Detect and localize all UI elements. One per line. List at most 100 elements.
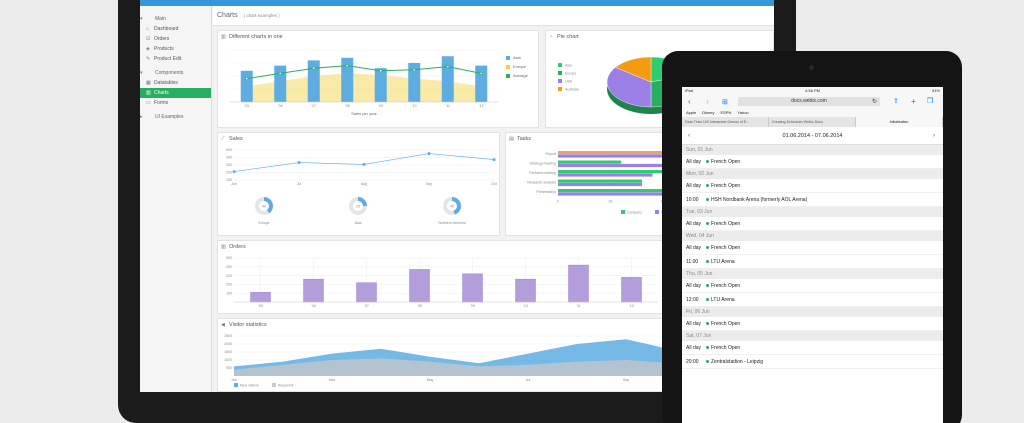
sidebar-item-charts[interactable]: ▥ Charts — [140, 88, 211, 98]
battery: 91% — [931, 88, 940, 93]
chart-icon: ▥ — [146, 90, 151, 96]
event-dot-icon — [706, 260, 709, 264]
panel-title-text: Pie chart — [557, 34, 579, 40]
x-tick-label: '12 — [629, 304, 634, 308]
event-row[interactable]: 12:00 LTU Arena — [682, 293, 943, 307]
event-time: 11:00 — [686, 259, 699, 265]
sidebar-item-label: UI Examples — [155, 114, 184, 120]
chevron-right-icon: ▸ — [140, 114, 143, 120]
x-axis-label: Sales per year — [351, 111, 377, 116]
event-time: 12:00 — [686, 297, 699, 303]
browser-toolbar: ‹ › ⊞ docs.webix.com ↻ ⇪ + ❐ — [682, 95, 943, 109]
favorite-link[interactable]: Disney — [702, 110, 715, 115]
y-tick-label: Report — [545, 152, 556, 156]
event-row[interactable]: 11:00 LTU Arena — [682, 255, 943, 269]
bar-chart-icon: ▥ — [221, 244, 226, 250]
event-row[interactable]: All day French Open — [682, 217, 943, 231]
legend-label: Asia — [513, 55, 522, 60]
week-navigator: ‹ 01.06.2014 - 07.06.2014 › — [682, 127, 943, 145]
legend-label: Europe — [513, 64, 527, 69]
panel-sales: ⟋ Sales 500 400 300 200 100 Jun Jul Aug Sep Oct 40… — [217, 132, 500, 236]
sidebar-item-datatables[interactable]: ▦ Datatables — [140, 78, 211, 88]
legend-swatch — [506, 65, 510, 69]
sidebar-item-label: Charts — [154, 90, 169, 96]
bookmarks-icon[interactable]: ⊞ — [722, 99, 728, 106]
browser-tab[interactable]: Dear Than 100 Interactive Demos of E... — [682, 117, 769, 127]
legend-label: Europe — [565, 72, 576, 76]
average-line — [246, 65, 482, 80]
x-tick-label: Jul — [297, 182, 302, 186]
asia-bar — [408, 63, 421, 102]
prev-week-icon[interactable]: ‹ — [688, 133, 690, 139]
legend-swatch — [506, 74, 510, 78]
page-title-text: Charts — [217, 12, 238, 19]
sidebar-item-product-edit[interactable]: ✎ Product Edit — [140, 54, 211, 64]
volume-icon: ◀ — [221, 322, 225, 328]
x-tick-label: '10 — [523, 304, 528, 308]
x-tick-label: '08 — [345, 104, 350, 108]
share-icon[interactable]: ⇪ — [893, 98, 899, 105]
event-row[interactable]: All day French Open — [682, 179, 943, 193]
address-bar[interactable]: docs.webix.com — [738, 97, 880, 106]
sidebar-item-dashboard[interactable]: ⌂ Dashboard — [140, 24, 211, 34]
event-row[interactable]: All day French Open — [682, 317, 943, 331]
favorite-link[interactable]: Yahoo — [737, 110, 749, 115]
back-icon[interactable]: ‹ — [688, 97, 691, 106]
page-subtitle: ( chart examples ) — [243, 13, 280, 18]
url-text: docs.webix.com — [791, 98, 827, 104]
new-tab-icon[interactable]: + — [911, 97, 916, 106]
browser-tab[interactable]: Initialization — [856, 117, 943, 127]
x-tick-label: '05 — [244, 104, 249, 108]
asia-bar — [307, 60, 320, 102]
event-row[interactable]: 10:00 HSH Nordbank Arena (formerly AOL Ar… — [682, 193, 943, 207]
sidebar-item-components[interactable]: ▾ Components — [140, 68, 211, 78]
sidebar-item-label: Forms — [154, 100, 169, 106]
event-title: French Open — [711, 283, 741, 289]
event-dot-icon — [706, 322, 709, 326]
donut-value-label: 45 — [450, 204, 454, 208]
y-tick-label: 500 — [226, 148, 232, 152]
y-tick-label: 400 — [226, 156, 232, 160]
sidebar-item-forms[interactable]: ▭ Forms — [140, 98, 211, 108]
event-time: 10:00 — [686, 197, 699, 203]
next-week-icon[interactable]: › — [933, 133, 935, 139]
chart-icon: ▥ — [221, 34, 226, 40]
order-bar — [356, 282, 377, 303]
average-point — [245, 77, 249, 81]
company-bar — [558, 189, 684, 193]
event-row[interactable]: All day French Open — [682, 341, 943, 355]
order-bar — [409, 269, 430, 303]
sidebar-item-ui-examples[interactable]: ▸ UI Examples — [140, 112, 211, 122]
top-toolbar — [140, 0, 774, 6]
sidebar-item-products[interactable]: ◈ Products — [140, 44, 211, 54]
sidebar-item-orders[interactable]: ☑ Orders — [140, 34, 211, 44]
forward-icon[interactable]: › — [706, 97, 709, 106]
sidebar-item-label: Components — [155, 70, 184, 76]
event-title: French Open — [711, 245, 741, 251]
sales-line — [233, 153, 495, 172]
reload-icon[interactable]: ↻ — [872, 99, 878, 105]
x-tick-label: Jan — [231, 378, 237, 382]
x-tick-label: '05 — [258, 304, 263, 308]
legend-swatch — [558, 63, 562, 67]
legend-label: Average — [513, 73, 529, 78]
sales-point — [427, 152, 431, 156]
favorite-link[interactable]: ESPN — [720, 110, 732, 115]
day-header: Fri, 06 Jun — [682, 307, 943, 317]
x-tick-label: Aug — [361, 182, 367, 186]
event-row[interactable]: All day French Open — [682, 279, 943, 293]
inner-tasks-bar — [558, 163, 663, 168]
favorite-link[interactable]: Apple — [686, 110, 697, 115]
browser-tab[interactable]: Creating Scheduler Webix Docs — [769, 117, 856, 127]
y-tick-label: Presentation — [536, 190, 556, 194]
event-row[interactable]: All day French Open — [682, 155, 943, 169]
event-row[interactable]: All day French Open — [682, 241, 943, 255]
sidebar-item-label: Product Edit — [154, 56, 182, 62]
tablet-frame: iPad 4:56 PM 91% ‹ › ⊞ docs.webix.com ↻ … — [662, 51, 962, 423]
event-row[interactable]: 20:00 Zentralstadion - Leipzig — [682, 355, 943, 369]
chevron-down-icon: ▾ — [140, 16, 143, 22]
sidebar-item-main[interactable]: ▾ Main — [140, 14, 211, 24]
tabs-icon[interactable]: ❐ — [927, 98, 934, 105]
panel-title: ⟋ Sales — [218, 133, 499, 146]
legend-label: Asia — [565, 64, 572, 68]
